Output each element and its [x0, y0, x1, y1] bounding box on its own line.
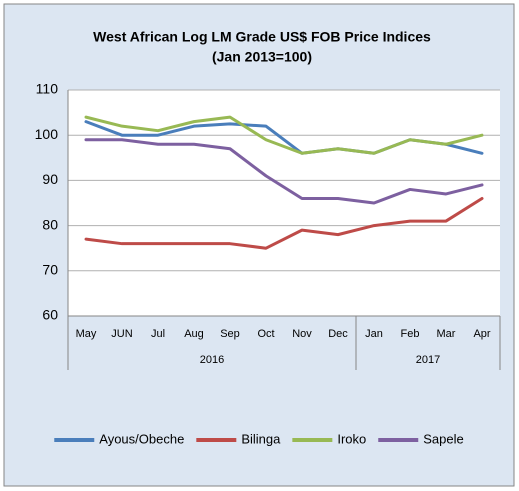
chart-title: West African Log LM Grade US$ FOB Price …: [93, 29, 431, 45]
x-tick-label: Sep: [220, 328, 240, 340]
x-tick-label: Apr: [473, 328, 490, 340]
x-tick-label: Aug: [184, 328, 204, 340]
x-tick-label: Feb: [401, 328, 420, 340]
x-tick-label: May: [76, 328, 97, 340]
legend-label: Ayous/Obeche: [99, 431, 184, 446]
x-tick-label: Oct: [257, 328, 274, 340]
group-label: 2017: [416, 354, 440, 366]
group-label: 2016: [200, 354, 224, 366]
x-tick-label: Jul: [151, 328, 165, 340]
y-tick-label: 110: [36, 81, 59, 97]
y-tick-label: 90: [42, 171, 58, 187]
legend-label: Sapele: [423, 431, 463, 446]
y-tick-label: 100: [35, 126, 59, 142]
y-tick-label: 70: [42, 262, 58, 278]
series-line: [84, 115, 484, 155]
series-line: [84, 138, 484, 205]
x-tick-label: Mar: [437, 328, 456, 340]
x-tick-label: Nov: [292, 328, 312, 340]
legend-label: Iroko: [337, 431, 366, 446]
x-tick-label: JUN: [111, 328, 132, 340]
series-line: [84, 196, 484, 250]
x-tick-label: Dec: [328, 328, 348, 340]
chart-subtitle: (Jan 2013=100): [212, 49, 312, 65]
x-tick-label: Jan: [365, 328, 383, 340]
plot-area: [68, 90, 500, 316]
y-tick-label: 60: [42, 307, 58, 323]
legend-label: Bilinga: [241, 431, 281, 446]
y-tick-label: 80: [42, 216, 58, 232]
